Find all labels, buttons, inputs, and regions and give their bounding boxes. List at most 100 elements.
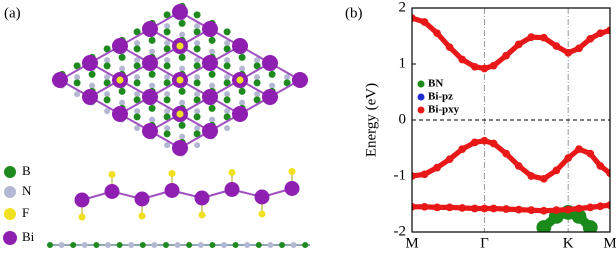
atom-b: [193, 79, 201, 87]
band-point: [564, 48, 573, 57]
legend-label: B: [22, 163, 31, 178]
legend-label: Bi-pz: [428, 91, 453, 103]
atom-n: [221, 242, 227, 248]
atom-b: [178, 121, 186, 129]
atom-b: [88, 70, 96, 78]
atom-bi: [202, 123, 218, 139]
band-point: [539, 206, 548, 215]
atom-b: [163, 11, 171, 19]
atom-b: [209, 242, 216, 248]
atom-n: [194, 23, 201, 30]
band-point: [606, 169, 610, 178]
band-point: [596, 29, 605, 38]
legend-marker: [417, 106, 425, 114]
atom-b: [223, 79, 231, 87]
atom-b: [163, 79, 171, 87]
atom-n: [179, 99, 186, 106]
atom-n: [290, 242, 297, 248]
atom-n: [194, 74, 201, 81]
band-point: [514, 162, 523, 170]
atom-n: [224, 91, 231, 98]
band-point: [420, 170, 429, 179]
atom-b: [133, 96, 141, 104]
atom-b: [133, 45, 141, 53]
atom-b: [302, 242, 309, 248]
atom-bi: [262, 55, 278, 71]
band-point: [586, 149, 595, 158]
atom-n: [149, 82, 156, 89]
atom-n: [194, 125, 201, 132]
atom-bi: [134, 191, 150, 207]
band-point: [552, 206, 561, 215]
atom-b: [133, 113, 141, 121]
atom-n: [209, 116, 216, 123]
panel-label: (b): [345, 5, 363, 21]
legend-atom: [4, 208, 16, 220]
atom-b: [70, 242, 77, 248]
atom-n: [224, 57, 231, 64]
atom-n: [194, 142, 201, 149]
atom-b: [103, 79, 111, 87]
atom-bi: [142, 89, 158, 105]
atom-b: [73, 62, 81, 70]
atom-bi: [292, 72, 308, 88]
atom-n: [104, 91, 111, 98]
atom-n: [149, 116, 156, 123]
atom-b: [255, 242, 262, 248]
atom-n: [104, 108, 111, 115]
band-point: [502, 51, 511, 60]
atom-bi: [202, 89, 218, 105]
atom-n: [119, 65, 126, 72]
band-point: [564, 154, 573, 162]
atom-n: [104, 74, 111, 81]
atom-n: [194, 40, 201, 47]
atom-bi: [82, 55, 98, 71]
atom-f: [198, 211, 206, 219]
atom-bi: [172, 4, 188, 20]
atom-n: [164, 57, 171, 64]
band-point: [536, 220, 552, 232]
atom-bi: [202, 55, 218, 71]
atom-b: [133, 62, 141, 70]
band-point: [470, 138, 479, 147]
atom-b: [148, 70, 156, 78]
y-tick-label: -2: [394, 223, 407, 239]
atom-b: [118, 87, 126, 95]
atom-n: [164, 74, 171, 81]
legend-atom: [4, 186, 16, 198]
band-line: [412, 15, 610, 72]
band-point: [575, 145, 583, 153]
band-point: [412, 202, 416, 211]
atom-bi: [172, 140, 188, 156]
atom-b: [47, 242, 53, 248]
atom-n: [164, 91, 171, 98]
y-tick-label: 0: [399, 111, 407, 127]
atom-n: [284, 74, 291, 81]
atom-n: [134, 91, 141, 98]
band-point: [502, 205, 511, 213]
band-point: [575, 44, 583, 53]
atom-b: [178, 53, 186, 61]
atom-bi: [142, 123, 158, 139]
atom-f: [78, 213, 86, 221]
atom-n: [74, 91, 81, 98]
atom-f: [176, 110, 184, 118]
atom-b: [163, 45, 171, 53]
atom-f: [138, 212, 146, 220]
band-point: [433, 163, 441, 172]
atom-bi: [232, 38, 248, 54]
x-tick-label: Γ: [480, 235, 489, 251]
atom-b: [193, 45, 201, 53]
atom-f: [116, 76, 124, 84]
atom-n: [179, 31, 186, 38]
band-point: [480, 204, 489, 213]
atom-f: [168, 170, 176, 177]
band-point: [514, 205, 523, 214]
atom-f: [108, 171, 116, 178]
atom-f: [236, 76, 244, 84]
legend-label: Bi: [22, 229, 35, 244]
atom-n: [174, 242, 181, 248]
atom-bi: [262, 89, 278, 105]
band-point: [552, 166, 561, 175]
